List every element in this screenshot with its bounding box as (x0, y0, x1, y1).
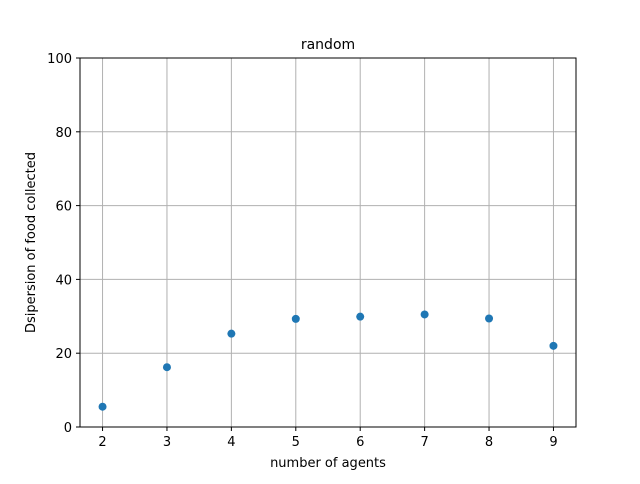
x-tick-label: 3 (163, 435, 171, 450)
data-point (485, 314, 494, 323)
x-tick-label: 2 (98, 435, 106, 450)
x-axis-label: number of agents (270, 456, 386, 471)
axis-ticks: 2 3 4 5 6 7 8 9 0 20 40 60 80 100 (47, 52, 557, 450)
x-tick-label: 8 (485, 435, 493, 450)
data-point (356, 312, 365, 321)
data-point (98, 402, 107, 411)
x-tick-label: 7 (420, 435, 428, 450)
y-tick-label: 100 (47, 52, 72, 67)
x-tick-label: 5 (292, 435, 300, 450)
y-tick-label: 80 (55, 126, 72, 141)
y-tick-label: 60 (55, 200, 72, 215)
x-tick-label: 4 (227, 435, 235, 450)
y-tick-label: 40 (55, 273, 72, 288)
data-point (291, 314, 300, 323)
x-tick-label: 6 (356, 435, 364, 450)
data-points (98, 310, 558, 411)
chart-title: random (301, 37, 355, 53)
data-point (227, 329, 236, 338)
y-tick-label: 20 (55, 347, 72, 362)
y-axis-label: Dsipersion of food collected (24, 152, 39, 333)
y-tick-label: 0 (64, 421, 72, 436)
data-point (549, 341, 558, 350)
data-point (162, 363, 171, 372)
plot-frame (79, 57, 577, 428)
data-point (420, 310, 429, 319)
x-tick-label: 9 (549, 435, 557, 450)
